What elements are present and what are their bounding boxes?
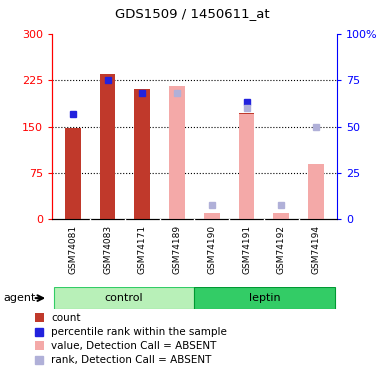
Text: GSM74189: GSM74189 [172,225,182,274]
Text: GDS1509 / 1450611_at: GDS1509 / 1450611_at [115,7,270,20]
Text: value, Detection Call = ABSENT: value, Detection Call = ABSENT [51,340,216,351]
Text: GSM74194: GSM74194 [311,225,321,274]
Bar [35,341,44,350]
Bar [239,113,254,219]
Bar [308,164,324,219]
Text: leptin: leptin [249,293,281,303]
Text: rank, Detection Call = ABSENT: rank, Detection Call = ABSENT [51,355,211,365]
Text: GSM74083: GSM74083 [103,225,112,274]
Text: control: control [105,293,143,303]
Bar [194,287,335,309]
Bar [204,213,219,219]
Text: GSM74191: GSM74191 [242,225,251,274]
Text: agent: agent [4,293,36,303]
Text: count: count [51,313,80,322]
Bar [273,213,289,219]
Bar [35,313,44,322]
Bar [65,128,80,219]
Text: GSM74081: GSM74081 [68,225,77,274]
Bar [100,74,116,219]
Text: percentile rank within the sample: percentile rank within the sample [51,327,227,337]
Bar [134,90,150,219]
Text: GSM74192: GSM74192 [277,225,286,274]
Bar [239,114,254,219]
Bar [169,86,185,219]
Text: GSM74171: GSM74171 [138,225,147,274]
Text: GSM74190: GSM74190 [207,225,216,274]
Bar [54,287,194,309]
